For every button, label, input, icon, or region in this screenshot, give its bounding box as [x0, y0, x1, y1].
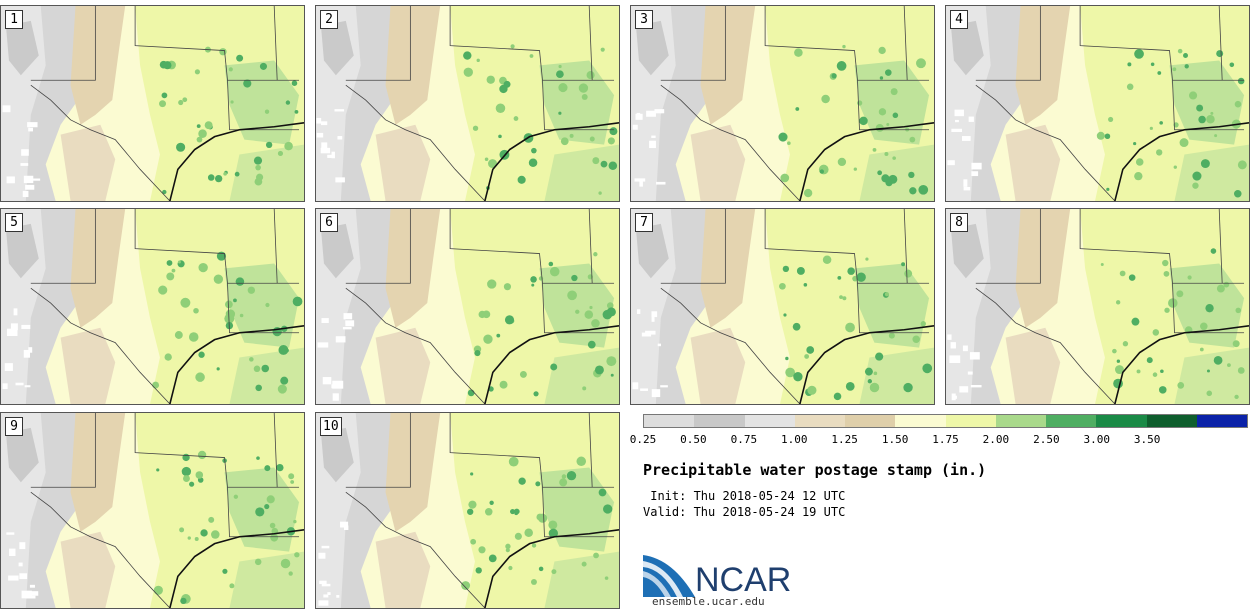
- map-panel-7: 7: [630, 208, 935, 405]
- panel-number: 10: [320, 417, 342, 436]
- precip-water-map: [946, 209, 1249, 404]
- colorbar-segment: [1146, 415, 1197, 427]
- map-panel-3: 3: [630, 5, 935, 202]
- map-panel-1: 1: [0, 5, 305, 202]
- panel-number: 9: [5, 417, 23, 436]
- colorbar-tick-label: 0.25: [629, 433, 657, 446]
- plot-title: Precipitable water postage stamp (in.): [643, 461, 987, 479]
- colorbar-legend: [643, 414, 1248, 428]
- colorbar-segment: [1196, 415, 1247, 427]
- precip-water-map: [631, 209, 934, 404]
- panel-number: 7: [635, 213, 653, 232]
- precip-water-map: [1, 209, 304, 404]
- map-panel-2: 2: [315, 5, 620, 202]
- panel-number: 8: [950, 213, 968, 232]
- colorbar-tick-label: 2.50: [1033, 433, 1060, 446]
- colorbar-tick-label: 1.00: [781, 433, 808, 446]
- colorbar-segment: [694, 415, 745, 427]
- panel-number: 2: [320, 10, 338, 29]
- precip-water-map: [1, 413, 304, 608]
- colorbar-tick-label: 3.00: [1083, 433, 1111, 446]
- precip-water-map: [316, 209, 619, 404]
- colorbar-segment: [1096, 415, 1147, 427]
- panel-number: 6: [320, 213, 338, 232]
- panel-number: 4: [950, 10, 968, 29]
- colorbar-tick-label: 1.75: [932, 433, 959, 446]
- logo-url: ensemble.ucar.edu: [652, 595, 765, 608]
- colorbar-segment: [995, 415, 1046, 427]
- colorbar-tick-label: 2.00: [982, 433, 1010, 446]
- map-panel-5: 5: [0, 208, 305, 405]
- map-panel-4: 4: [945, 5, 1250, 202]
- valid-time: Valid: Thu 2018-05-24 19 UTC: [643, 505, 846, 519]
- map-panel-9: 9: [0, 412, 305, 609]
- colorbar-segment: [644, 415, 695, 427]
- map-panel-8: 8: [945, 208, 1250, 405]
- colorbar-segment: [744, 415, 795, 427]
- colorbar-segment: [794, 415, 845, 427]
- logo-text: NCAR: [695, 561, 791, 597]
- colorbar-tick-label: 0.50: [680, 433, 707, 446]
- precip-water-map: [946, 6, 1249, 201]
- colorbar-tick-label: 3.50: [1133, 433, 1161, 446]
- colorbar-tick-label: 0.75: [730, 433, 758, 446]
- colorbar-segment: [895, 415, 946, 427]
- precip-water-map: [316, 413, 619, 608]
- colorbar-segment: [845, 415, 896, 427]
- panel-number: 1: [5, 10, 23, 29]
- colorbar-segment: [1046, 415, 1097, 427]
- precip-water-map: [1, 6, 304, 201]
- panel-number: 3: [635, 10, 653, 29]
- init-time: Init: Thu 2018-05-24 12 UTC: [643, 489, 846, 503]
- map-panel-6: 6: [315, 208, 620, 405]
- colorbar-tick-labels: 0.25 0.50 0.75 1.00 1.25 1.50 1.75 2.00 2.50 3.00…: [630, 433, 1260, 447]
- colorbar-segment: [945, 415, 996, 427]
- precip-water-map: [631, 6, 934, 201]
- colorbar-tick-label: 1.50: [881, 433, 909, 446]
- ncar-logo: NCAR: [643, 555, 791, 597]
- map-panel-10: 10: [315, 412, 620, 609]
- precip-water-map: [316, 6, 619, 201]
- colorbar-tick-label: 1.25: [831, 433, 858, 446]
- panel-number: 5: [5, 213, 23, 232]
